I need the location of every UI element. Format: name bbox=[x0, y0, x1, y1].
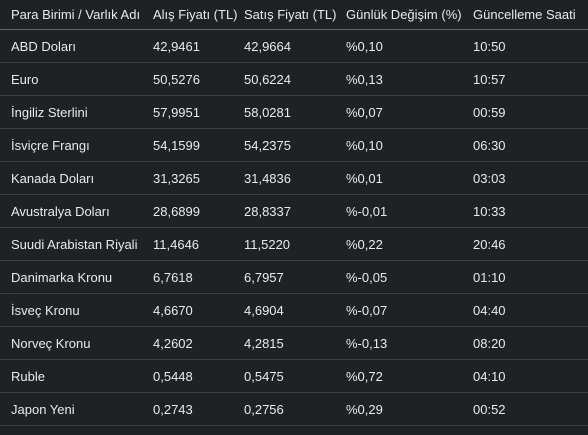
buy-price: 4,6670 bbox=[153, 302, 193, 318]
header-daily-change: Günlük Değişim (%) bbox=[346, 7, 462, 22]
currency-name: İsveç Kronu bbox=[11, 302, 80, 318]
sell-price: 28,8337 bbox=[244, 203, 291, 219]
table-row: Ruble 0,5448 0,5475 %0,72 04:10 bbox=[0, 360, 588, 393]
daily-change: %0,13 bbox=[346, 71, 383, 87]
update-time: 10:57 bbox=[473, 71, 506, 87]
update-time: 00:52 bbox=[473, 401, 506, 417]
sell-price: 42,9664 bbox=[244, 38, 291, 54]
daily-change: %0,29 bbox=[346, 401, 383, 417]
daily-change: %0,01 bbox=[346, 170, 383, 186]
buy-price: 57,9951 bbox=[153, 104, 200, 120]
daily-change: %0,07 bbox=[346, 104, 383, 120]
sell-price: 50,6224 bbox=[244, 71, 291, 87]
update-time: 04:10 bbox=[473, 368, 506, 384]
table-row: Japon Yeni 0,2743 0,2756 %0,29 00:52 bbox=[0, 393, 588, 426]
daily-change: %0,72 bbox=[346, 368, 383, 384]
currency-name: Norveç Kronu bbox=[11, 335, 91, 351]
currency-name: Suudi Arabistan Riyali bbox=[11, 236, 138, 252]
daily-change: %-0,13 bbox=[346, 335, 388, 351]
header-currency-name: Para Birimi / Varlık Adı bbox=[11, 7, 141, 22]
buy-price: 4,2602 bbox=[153, 335, 193, 351]
daily-change: %-0,01 bbox=[346, 203, 388, 219]
table-row: İsviçre Frangı 54,1599 54,2375 %0,10 06:… bbox=[0, 129, 588, 162]
currency-name: Euro bbox=[11, 71, 39, 87]
table-row: Danimarka Kronu 6,7618 6,7957 %-0,05 01:… bbox=[0, 261, 588, 294]
currency-name: Danimarka Kronu bbox=[11, 269, 113, 285]
sell-price: 4,2815 bbox=[244, 335, 284, 351]
table-row: Kanada Doları 31,3265 31,4836 %0,01 03:0… bbox=[0, 162, 588, 195]
buy-price: 54,1599 bbox=[153, 137, 200, 153]
sell-price: 31,4836 bbox=[244, 170, 291, 186]
update-time: 20:46 bbox=[473, 236, 506, 252]
currency-name: İngiliz Sterlini bbox=[11, 104, 88, 120]
sell-price: 4,6904 bbox=[244, 302, 284, 318]
buy-price: 28,6899 bbox=[153, 203, 200, 219]
update-time: 00:59 bbox=[473, 104, 506, 120]
update-time: 10:50 bbox=[473, 38, 506, 54]
update-time: 01:10 bbox=[473, 269, 506, 285]
table-row: Avustralya Doları 28,6899 28,8337 %-0,01… bbox=[0, 195, 588, 228]
sell-price: 11,5220 bbox=[244, 236, 291, 252]
header-sell-price: Satış Fiyatı (TL) bbox=[244, 7, 337, 22]
currency-name: Kanada Doları bbox=[11, 170, 95, 186]
update-time: 10:33 bbox=[473, 203, 506, 219]
buy-price: 31,3265 bbox=[153, 170, 200, 186]
header-buy-price: Alış Fiyatı (TL) bbox=[153, 7, 238, 22]
table-row: Suudi Arabistan Riyali 11,4646 11,5220 %… bbox=[0, 228, 588, 261]
update-time: 08:20 bbox=[473, 335, 506, 351]
table-header: Para Birimi / Varlık Adı Alış Fiyatı (TL… bbox=[0, 0, 588, 30]
currency-name: İsviçre Frangı bbox=[11, 137, 90, 153]
buy-price: 0,5448 bbox=[153, 368, 193, 384]
buy-price: 6,7618 bbox=[153, 269, 193, 285]
daily-change: %0,10 bbox=[346, 38, 383, 54]
buy-price: 42,9461 bbox=[153, 38, 200, 54]
table-row: Euro 50,5276 50,6224 %0,13 10:57 bbox=[0, 63, 588, 96]
buy-price: 11,4646 bbox=[153, 236, 200, 252]
buy-price: 50,5276 bbox=[153, 71, 200, 87]
daily-change: %0,22 bbox=[346, 236, 383, 252]
currency-name: Avustralya Doları bbox=[11, 203, 110, 219]
sell-price: 6,7957 bbox=[244, 269, 284, 285]
daily-change: %0,10 bbox=[346, 137, 383, 153]
currency-name: Ruble bbox=[11, 368, 45, 384]
update-time: 04:40 bbox=[473, 302, 506, 318]
sell-price: 54,2375 bbox=[244, 137, 291, 153]
buy-price: 0,2743 bbox=[153, 401, 193, 417]
update-time: 03:03 bbox=[473, 170, 506, 186]
currency-name: Japon Yeni bbox=[11, 401, 75, 417]
header-update-time: Güncelleme Saati bbox=[473, 7, 576, 22]
table-row: İngiliz Sterlini 57,9951 58,0281 %0,07 0… bbox=[0, 96, 588, 129]
table-row: Norveç Kronu 4,2602 4,2815 %-0,13 08:20 bbox=[0, 327, 588, 360]
table-row: İsveç Kronu 4,6670 4,6904 %-0,07 04:40 bbox=[0, 294, 588, 327]
currency-name: ABD Doları bbox=[11, 38, 77, 54]
daily-change: %-0,07 bbox=[346, 302, 388, 318]
sell-price: 0,5475 bbox=[244, 368, 284, 384]
daily-change: %-0,05 bbox=[346, 269, 388, 285]
sell-price: 58,0281 bbox=[244, 104, 291, 120]
table-row: ABD Doları 42,9461 42,9664 %0,10 10:50 bbox=[0, 30, 588, 63]
update-time: 06:30 bbox=[473, 137, 506, 153]
sell-price: 0,2756 bbox=[244, 401, 284, 417]
